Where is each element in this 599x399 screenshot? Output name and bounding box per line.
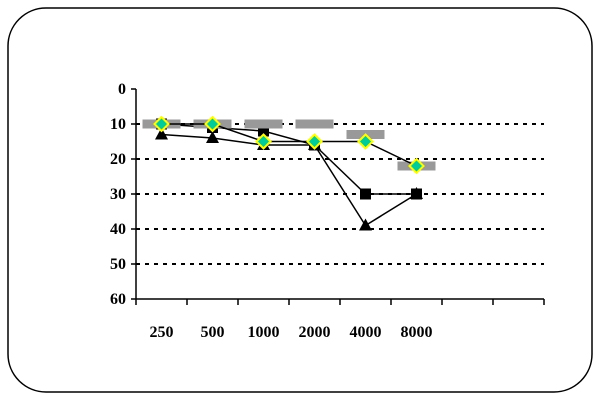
y-tick-label: 20 — [110, 151, 126, 168]
chart-border — [7, 7, 593, 393]
data-point-diamond — [357, 133, 374, 150]
x-tick-label: 500 — [201, 324, 225, 341]
data-point-diamond — [153, 115, 170, 133]
y-tick-label: 40 — [110, 221, 126, 238]
data-point-triangle — [206, 131, 219, 143]
data-point-triangle — [359, 218, 372, 231]
y-tick-label: 50 — [110, 256, 126, 273]
data-point-triangle — [155, 127, 168, 140]
data-point-square — [360, 188, 371, 200]
data-point-diamond — [204, 115, 221, 133]
x-tick-label: 2000 — [299, 324, 331, 341]
y-tick-label: 30 — [110, 186, 126, 203]
data-point-diamond — [306, 133, 323, 150]
data-point-diamond — [408, 157, 425, 175]
series-group — [142, 115, 436, 231]
x-axis-ticks: 250 500 1000 2000 4000 8000 — [135, 299, 545, 341]
data-point-triangle — [410, 187, 423, 199]
x-tick-label: 1000 — [248, 324, 280, 341]
data-point-square — [258, 125, 269, 137]
y-tick-label: 60 — [110, 291, 126, 308]
x-tick-label: 8000 — [401, 324, 433, 341]
series-line-diamond — [161, 123, 417, 167]
y-tick-label: 0 — [118, 81, 126, 98]
data-point-diamond — [255, 133, 272, 150]
y-tick-label: 10 — [110, 116, 126, 133]
series-line-triangle — [161, 133, 417, 227]
x-tick-label: 4000 — [350, 324, 382, 341]
data-point-dash — [244, 119, 283, 129]
y-axis-ticks: 0 10 20 30 40 50 60 — [110, 81, 136, 308]
series-diamond — [153, 115, 425, 175]
x-tick-label: 250 — [150, 324, 174, 341]
data-point-dash — [295, 119, 334, 129]
